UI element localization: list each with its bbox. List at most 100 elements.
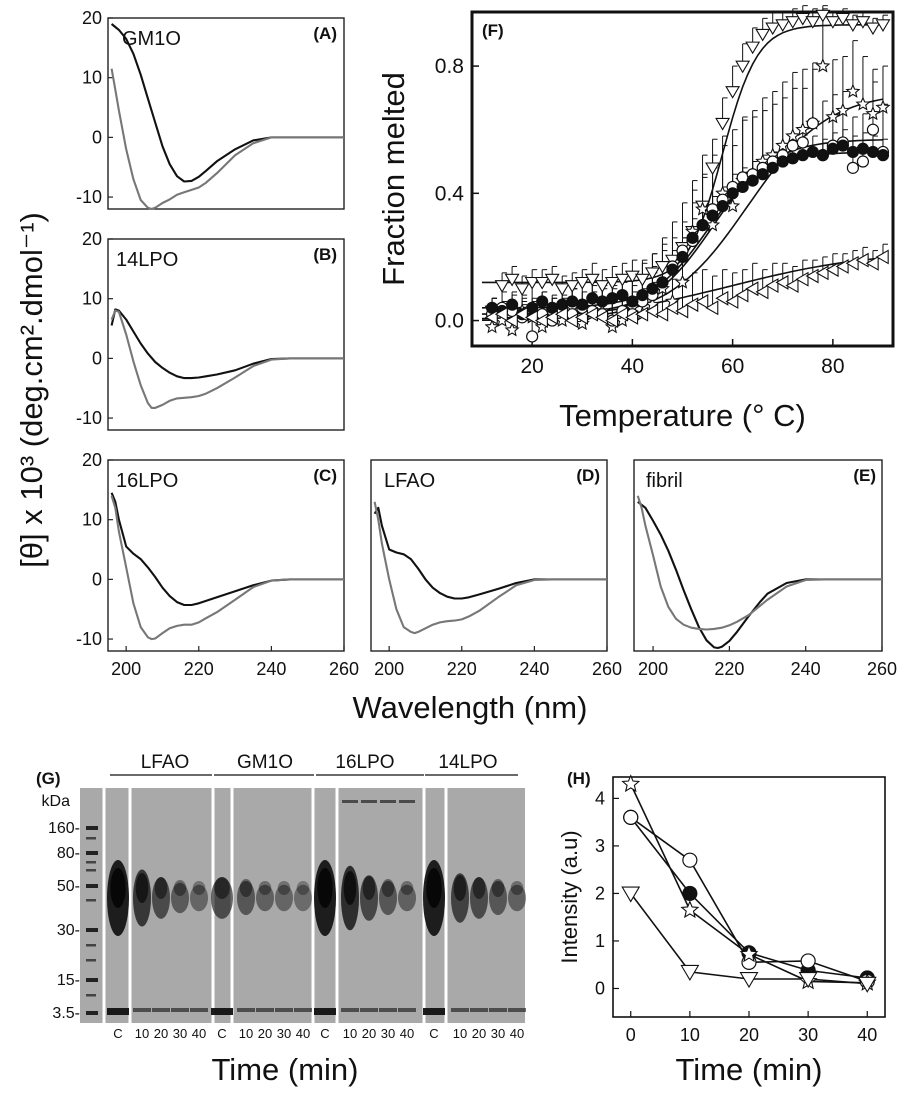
lane-label: 10	[135, 1026, 149, 1041]
data-point	[554, 283, 570, 297]
data-point	[680, 900, 700, 919]
data-point	[765, 22, 781, 36]
panel-title: fibril	[646, 470, 683, 492]
plot-frame	[370, 459, 608, 652]
data-point	[775, 274, 789, 290]
ladder-band	[86, 928, 98, 932]
aggregate-band	[342, 800, 358, 803]
x-tick-label: 240	[791, 659, 821, 679]
data-point	[484, 309, 498, 325]
data-point	[786, 139, 799, 152]
ladder-band	[86, 959, 96, 962]
oligomer-band-core	[362, 876, 376, 900]
panel-label: (H)	[567, 769, 591, 788]
data-point	[615, 306, 629, 322]
ladder-band	[86, 837, 96, 840]
panel-title: 14LPO	[116, 249, 178, 271]
data-point	[716, 199, 729, 213]
data-point	[855, 16, 871, 29]
series-line	[630, 892, 868, 985]
data-point	[806, 145, 819, 159]
data-point	[695, 294, 709, 309]
data-point	[725, 86, 741, 99]
lane-label: 10	[239, 1026, 253, 1041]
x-tick-label: 30	[798, 1025, 818, 1045]
monomer-band	[133, 1008, 151, 1012]
oligomer-band-core	[453, 875, 467, 901]
data-point	[776, 155, 789, 168]
lane-label: 20	[362, 1026, 376, 1041]
data-point	[855, 252, 869, 268]
x-tick-label: 240	[519, 659, 549, 679]
y-tick-label: 3	[595, 836, 605, 856]
x-tick-label: 10	[680, 1025, 700, 1045]
data-point	[775, 19, 791, 32]
oligomer-band	[211, 877, 233, 919]
oligomer-band	[379, 880, 397, 916]
data-point	[825, 16, 841, 29]
y-tick-label: 0.4	[435, 182, 465, 205]
data-point	[635, 306, 649, 322]
data-point	[705, 162, 721, 176]
data-point	[755, 284, 769, 300]
data-point	[536, 295, 549, 308]
y-tick-label: 0.0	[435, 310, 464, 333]
monomer-band	[211, 1008, 233, 1015]
x-tick-label: 20	[739, 1025, 759, 1045]
monomer-band	[256, 1008, 274, 1012]
oligomer-band	[190, 884, 208, 912]
group-label: LFAO	[141, 752, 190, 773]
y-tick-label: -10	[76, 629, 102, 649]
x-tick-label: 60	[721, 355, 744, 378]
data-point	[675, 303, 689, 319]
data-point	[645, 303, 659, 319]
cd-y-axis-label: [θ] x 10³ (deg.cm².dmol⁻¹)	[14, 212, 49, 568]
panel-title: 16LPO	[116, 470, 178, 492]
data-point	[656, 276, 669, 289]
data-point	[676, 250, 689, 264]
panel-a: 20 10 0 -10 GM1O (A)	[76, 8, 345, 211]
lane-label: 40	[296, 1026, 310, 1041]
data-point	[596, 295, 609, 308]
data-point	[739, 972, 759, 989]
data-point	[806, 117, 819, 130]
x-tick-label: 220	[184, 659, 214, 679]
black-spectrum-line	[373, 506, 607, 600]
data-point	[800, 953, 816, 969]
data-point	[795, 271, 809, 287]
x-tick-label: 240	[256, 659, 286, 679]
oligomer-band-core	[192, 881, 206, 895]
data-point	[524, 276, 540, 290]
y-tick-label: 2	[595, 883, 605, 903]
data-point	[682, 852, 698, 868]
data-point	[735, 287, 749, 303]
oligomer-band-core	[426, 868, 442, 908]
oligomer-band-core	[381, 879, 395, 897]
x-tick-label: 260	[592, 659, 622, 679]
data-point	[785, 278, 799, 294]
oligomer-band-core	[296, 881, 310, 895]
data-point	[798, 972, 818, 989]
data-point	[856, 142, 870, 155]
panel-label: (F)	[482, 21, 504, 40]
data-point	[825, 109, 841, 124]
data-point	[715, 290, 729, 306]
oligomer-band	[152, 877, 170, 919]
data-point	[795, 121, 811, 137]
panel-b: 20 10 0 -10 14LPO (B)	[76, 229, 345, 431]
data-point	[876, 149, 890, 162]
data-point	[696, 219, 709, 232]
data-point	[494, 306, 508, 322]
lane-label: 40	[400, 1026, 414, 1041]
oligomer-band	[398, 884, 416, 912]
x-tick-label: 200	[111, 659, 141, 679]
y-axis-label: Fraction melted	[376, 72, 411, 286]
data-point	[755, 28, 771, 42]
gel-x-axis-label: Time (min)	[212, 1052, 359, 1087]
gray-spectrum-line	[373, 501, 607, 635]
data-point	[621, 774, 641, 793]
monomer-band	[489, 1008, 507, 1012]
panel-d: 200 220 240 260 LFAO (D)	[370, 459, 622, 679]
aggregate-band	[361, 800, 377, 803]
